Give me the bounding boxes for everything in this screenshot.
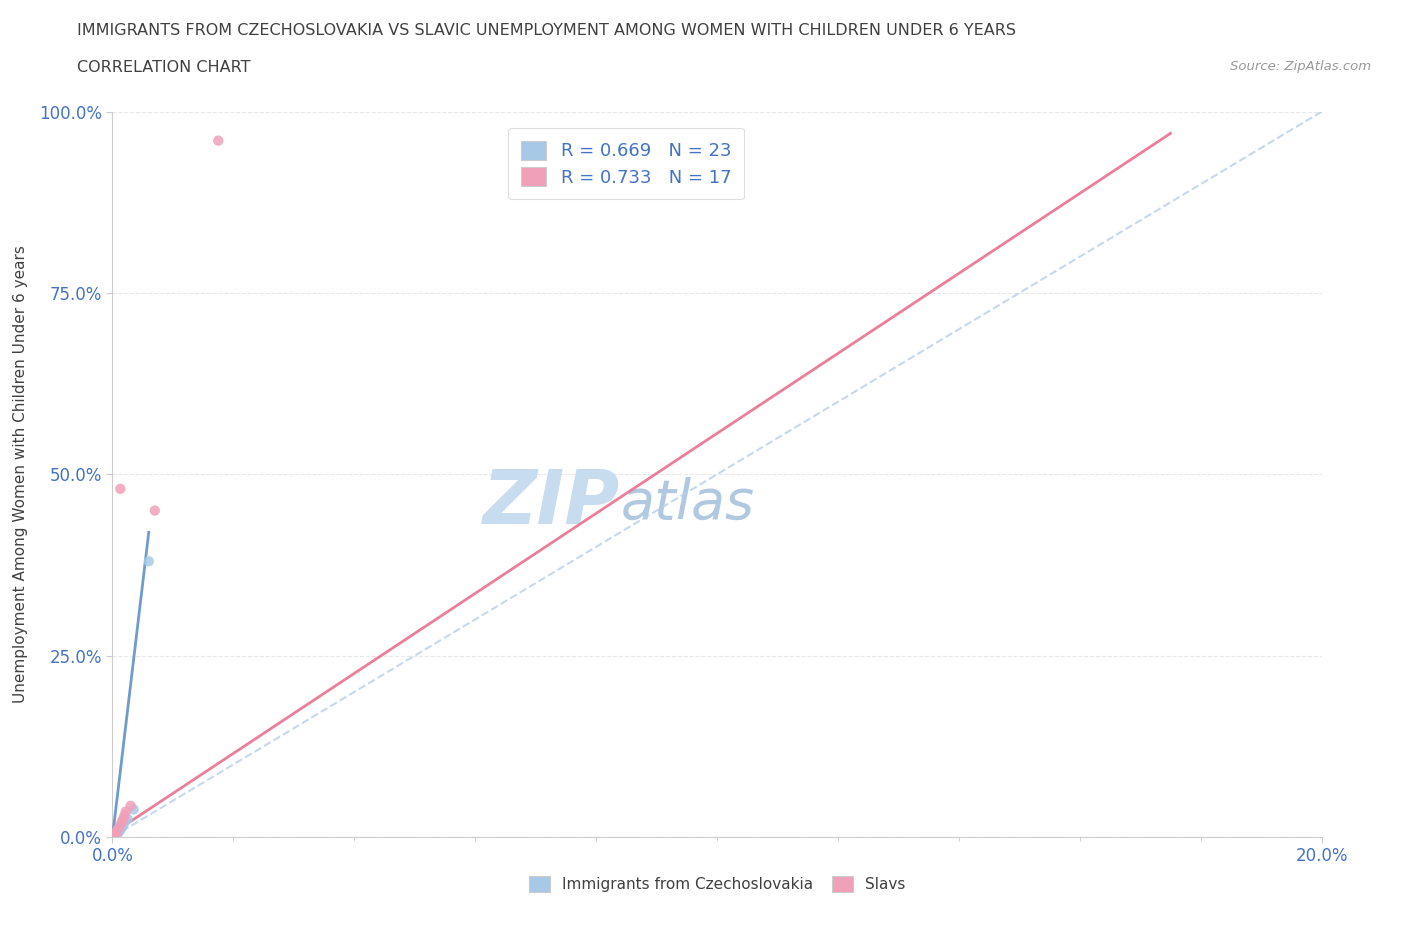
Text: ZIP: ZIP — [484, 467, 620, 539]
Point — [138, 554, 160, 569]
Point — [110, 822, 132, 837]
Text: Source: ZipAtlas.com: Source: ZipAtlas.com — [1230, 60, 1371, 73]
Point — [114, 808, 136, 823]
Point — [108, 824, 131, 839]
Text: atlas: atlas — [620, 477, 755, 530]
Point — [110, 482, 132, 497]
Point — [117, 811, 139, 827]
Point — [107, 821, 129, 836]
Point — [108, 818, 131, 833]
Point — [104, 828, 127, 843]
Point — [103, 829, 125, 844]
Point — [120, 798, 142, 813]
Point — [110, 820, 132, 835]
Point — [107, 825, 129, 840]
Point — [207, 133, 229, 148]
Point — [110, 815, 132, 830]
Point — [105, 825, 128, 840]
Point — [103, 829, 125, 844]
Point — [105, 828, 128, 843]
Point — [105, 826, 128, 841]
Point — [143, 503, 166, 518]
Text: IMMIGRANTS FROM CZECHOSLOVAKIA VS SLAVIC UNEMPLOYMENT AMONG WOMEN WITH CHILDREN : IMMIGRANTS FROM CZECHOSLOVAKIA VS SLAVIC… — [77, 23, 1017, 38]
Point — [105, 828, 128, 843]
Point — [104, 828, 127, 843]
Point — [111, 814, 134, 829]
Text: CORRELATION CHART: CORRELATION CHART — [77, 60, 250, 75]
Point — [105, 822, 128, 837]
Point — [105, 827, 128, 842]
Point — [103, 828, 125, 843]
Point — [105, 826, 128, 841]
Point — [114, 804, 136, 819]
Point — [111, 818, 134, 833]
Point — [104, 829, 127, 844]
Point — [105, 828, 128, 843]
Point — [108, 823, 131, 838]
Point — [112, 817, 135, 832]
Point — [122, 802, 145, 817]
Point — [104, 827, 127, 842]
Y-axis label: Unemployment Among Women with Children Under 6 years: Unemployment Among Women with Children U… — [13, 246, 28, 703]
Point — [114, 815, 136, 830]
Point — [112, 811, 135, 827]
Point — [110, 821, 132, 836]
Legend: Immigrants from Czechoslovakia, Slavs: Immigrants from Czechoslovakia, Slavs — [523, 870, 911, 898]
Point — [107, 825, 129, 840]
Point — [104, 828, 127, 843]
